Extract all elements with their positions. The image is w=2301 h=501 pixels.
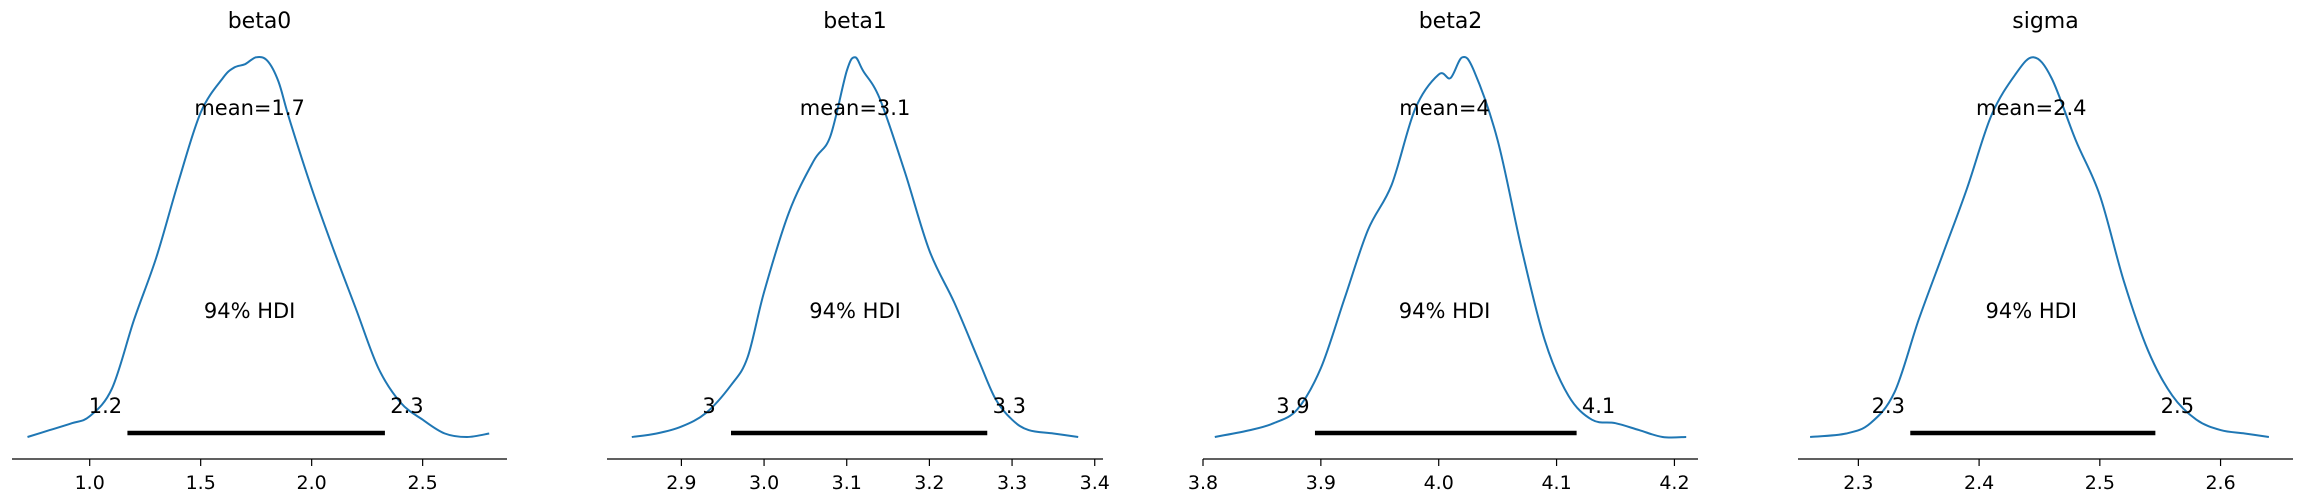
panel-title: beta0	[228, 9, 292, 34]
x-tick-label: 3.2	[914, 472, 944, 494]
hdi-low-label: 2.3	[1872, 394, 1905, 418]
hdi-high-label: 2.3	[390, 394, 423, 418]
x-tick-label: 3.3	[997, 472, 1027, 494]
panel-title: sigma	[2012, 9, 2078, 34]
x-tick-label: 4.0	[1424, 472, 1454, 494]
x-tick-label: 3.1	[832, 472, 862, 494]
x-tick-label: 4.2	[1659, 472, 1689, 494]
x-tick-label: 2.9	[666, 472, 696, 494]
x-tick-label: 2.4	[1964, 472, 1994, 494]
hdi-high-label: 2.5	[2161, 394, 2194, 418]
x-tick-label: 2.0	[297, 472, 327, 494]
density-curve	[631, 56, 1079, 438]
x-tick-label: 1.0	[75, 472, 105, 494]
x-tick-label: 4.1	[1541, 472, 1571, 494]
mean-label: mean=1.7	[194, 96, 305, 120]
panel-title: beta2	[1419, 9, 1483, 34]
hdi-high-label: 3.3	[993, 394, 1026, 418]
x-tick-label: 3.8	[1188, 472, 1218, 494]
density-curve	[1810, 56, 2270, 438]
x-tick-label: 3.0	[749, 472, 779, 494]
panel-title: beta1	[823, 9, 887, 34]
hdi-low-label: 3	[702, 394, 715, 418]
hdi-low-label: 3.9	[1276, 394, 1309, 418]
hdi-low-label: 1.2	[89, 394, 122, 418]
x-tick-label: 2.6	[2205, 472, 2235, 494]
hdi-label: 94% HDI	[1986, 299, 2078, 323]
x-tick-label: 3.9	[1306, 472, 1336, 494]
hdi-label: 94% HDI	[809, 299, 901, 323]
mean-label: mean=3.1	[800, 96, 911, 120]
x-tick-label: 2.5	[2085, 472, 2115, 494]
hdi-label: 94% HDI	[204, 299, 296, 323]
x-tick-label: 1.5	[186, 472, 216, 494]
mean-label: mean=2.4	[1976, 96, 2087, 120]
density-curve	[27, 56, 490, 439]
x-tick-label: 2.3	[1843, 472, 1873, 494]
x-tick-label: 2.5	[408, 472, 438, 494]
hdi-high-label: 4.1	[1582, 394, 1615, 418]
mean-label: mean=4	[1399, 96, 1490, 120]
hdi-label: 94% HDI	[1399, 299, 1491, 323]
density-curve	[1214, 55, 1687, 439]
x-tick-label: 3.4	[1080, 472, 1110, 494]
